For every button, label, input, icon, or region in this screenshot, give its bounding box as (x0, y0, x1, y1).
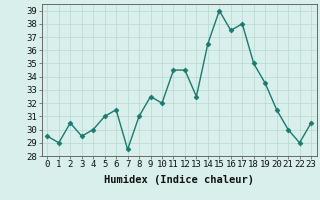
X-axis label: Humidex (Indice chaleur): Humidex (Indice chaleur) (104, 175, 254, 185)
